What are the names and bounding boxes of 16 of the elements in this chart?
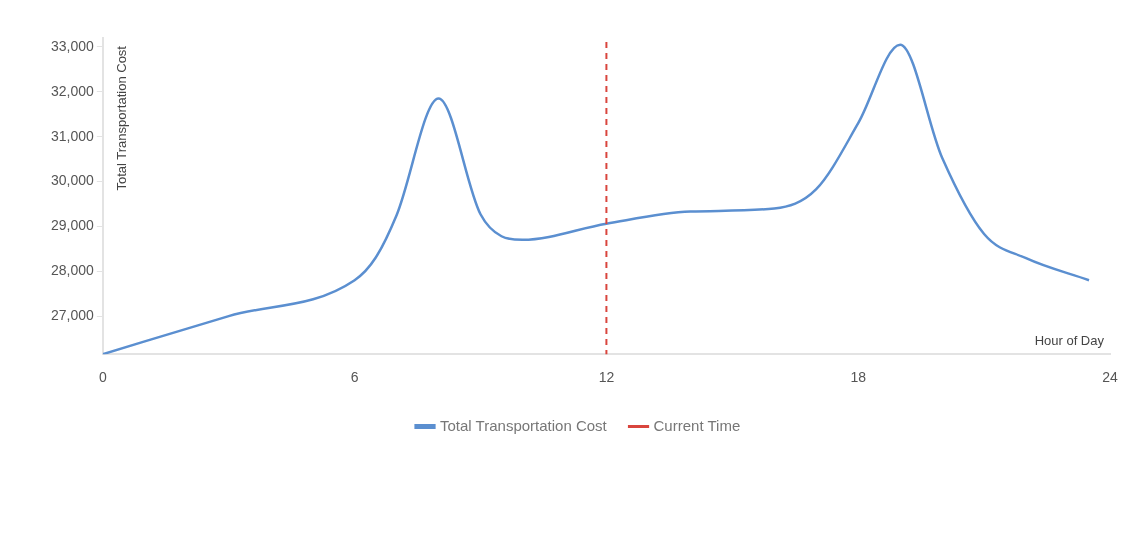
y-tick-label: 29,000 [50, 217, 95, 234]
y-tick-label: 28,000 [50, 262, 95, 279]
y-tick-label: 31,000 [50, 127, 95, 144]
x-tick-label: 24 [1102, 369, 1118, 386]
x-tick-label: 6 [350, 369, 359, 386]
x-axis-title: Hour of Day [1034, 333, 1105, 349]
x-tick-label: 0 [98, 369, 107, 386]
y-axis-title: Total Transportation Cost [114, 45, 130, 191]
legend-label: Total Transportation Cost [440, 416, 608, 434]
y-tick-label: 32,000 [50, 82, 95, 99]
x-tick-label: 18 [850, 369, 867, 386]
y-tick-label: 30,000 [50, 172, 95, 189]
legend-label: Current Time [653, 416, 741, 434]
x-tick-label: 12 [598, 369, 615, 386]
y-tick-label: 27,000 [50, 306, 95, 323]
y-tick-label: 33,000 [50, 37, 95, 54]
